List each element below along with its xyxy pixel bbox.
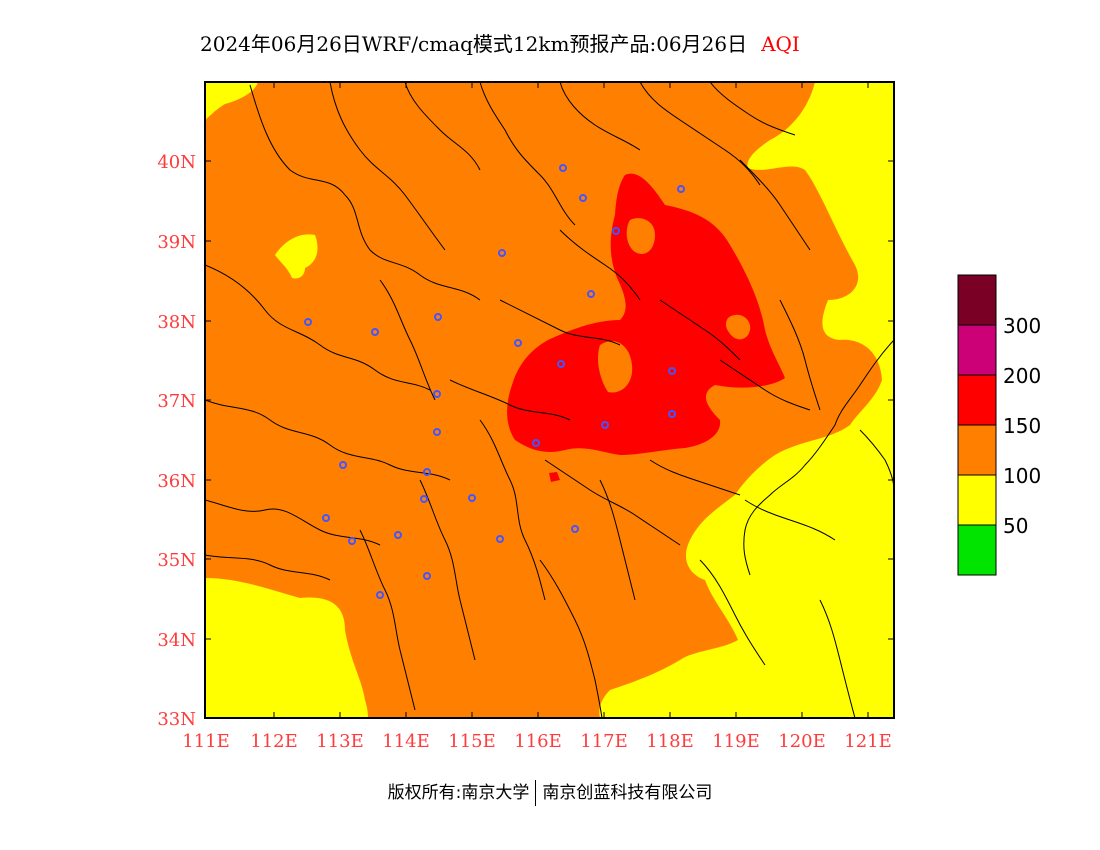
- coastline: [743, 339, 894, 576]
- station-marker: [668, 410, 676, 418]
- lat-label-36n: 36N: [157, 471, 196, 492]
- station-marker: [677, 185, 685, 193]
- lon-label-117e: 117E: [580, 731, 628, 752]
- copyright-owner: 版权所有:南京大学: [387, 783, 530, 803]
- legend-label-300: 300: [1003, 314, 1041, 338]
- station-marker: [434, 313, 442, 321]
- aqi-red-spot: [549, 472, 560, 482]
- aqi-orange-hole-1: [626, 218, 655, 255]
- station-marker: [322, 514, 330, 522]
- lat-label-40n: 40N: [157, 152, 196, 173]
- lon-label-115e: 115E: [448, 731, 496, 752]
- lon-label-120e: 120E: [778, 731, 826, 752]
- station-marker: [557, 360, 565, 368]
- lon-label-119e: 119E: [712, 731, 760, 752]
- station-marker: [612, 227, 620, 235]
- legend-label-200: 200: [1003, 364, 1041, 388]
- station-marker: [514, 339, 522, 347]
- legend-label-100: 100: [1003, 464, 1041, 488]
- station-marker: [668, 367, 676, 375]
- station-marker: [468, 494, 476, 502]
- aqi-orange-hole-2: [725, 314, 751, 340]
- station-marker: [394, 531, 402, 539]
- legend-swatch-300plus: [957, 274, 997, 326]
- aqi-red-region: [507, 173, 785, 455]
- lon-label-112e: 112E: [250, 731, 298, 752]
- map-title-variable: AQI: [761, 32, 800, 56]
- station-marker: [348, 537, 356, 545]
- map-title: 2024年06月26日WRF/cmaq模式12km预报产品:06月26日 AQI: [200, 28, 920, 57]
- lon-label-111e: 111E: [182, 731, 230, 752]
- lat-label-33n: 33N: [157, 709, 196, 730]
- lon-label-114e: 114E: [382, 731, 430, 752]
- map-title-main: 2024年06月26日WRF/cmaq模式12km预报产品:06月26日: [200, 32, 748, 56]
- aqi-yellow-region-southwest: [205, 578, 368, 718]
- station-marker: [498, 249, 506, 257]
- station-marker: [420, 495, 428, 503]
- legend-label-50: 50: [1003, 514, 1028, 538]
- lat-label-38n: 38N: [157, 312, 196, 333]
- station-marker: [579, 194, 587, 202]
- station-marker: [339, 461, 347, 469]
- lon-label-118e: 118E: [646, 731, 694, 752]
- legend-swatch-0-50: [957, 524, 997, 576]
- station-marker: [559, 164, 567, 172]
- longitude-axis: [273, 82, 869, 718]
- lat-label-39n: 39N: [157, 232, 196, 253]
- station-marker: [433, 390, 441, 398]
- lon-label-116e: 116E: [514, 731, 562, 752]
- lon-label-113e: 113E: [316, 731, 364, 752]
- legend-swatch-200-300: [957, 324, 997, 376]
- aqi-orange-hole-3: [597, 341, 633, 393]
- latitude-axis: [205, 160, 894, 640]
- aqi-yellow-patch-small: [275, 234, 318, 279]
- station-marker: [532, 439, 540, 447]
- station-marker: [304, 318, 312, 326]
- map-area: [205, 82, 894, 718]
- lat-label-35n: 35N: [157, 550, 196, 571]
- station-marker: [571, 525, 579, 533]
- copyright-company: 南京创蓝科技有限公司: [542, 783, 713, 803]
- station-marker: [423, 468, 431, 476]
- station-marker: [423, 572, 431, 580]
- aqi-legend: 300 200 150 100 50: [957, 274, 1041, 576]
- station-marker: [496, 535, 504, 543]
- legend-swatch-50-100: [957, 474, 997, 526]
- lon-label-121e: 121E: [844, 731, 892, 752]
- legend-swatch-100-150: [957, 424, 997, 476]
- station-marker: [376, 591, 384, 599]
- lat-label-34n: 34N: [157, 630, 196, 651]
- legend-swatch-150-200: [957, 374, 997, 426]
- copyright-footer: 版权所有:南京大学 南京创蓝科技有限公司: [0, 778, 1100, 806]
- legend-label-150: 150: [1003, 414, 1041, 438]
- admin-boundaries: [205, 82, 894, 718]
- copyright-separator: [535, 780, 537, 806]
- station-marker: [601, 421, 609, 429]
- station-marker: [587, 290, 595, 298]
- station-markers: [304, 164, 685, 599]
- aqi-yellow-region-northwest: [205, 82, 258, 120]
- station-marker: [433, 428, 441, 436]
- station-marker: [371, 328, 379, 336]
- aqi-yellow-region-east: [599, 82, 894, 718]
- lat-label-37n: 37N: [157, 391, 196, 412]
